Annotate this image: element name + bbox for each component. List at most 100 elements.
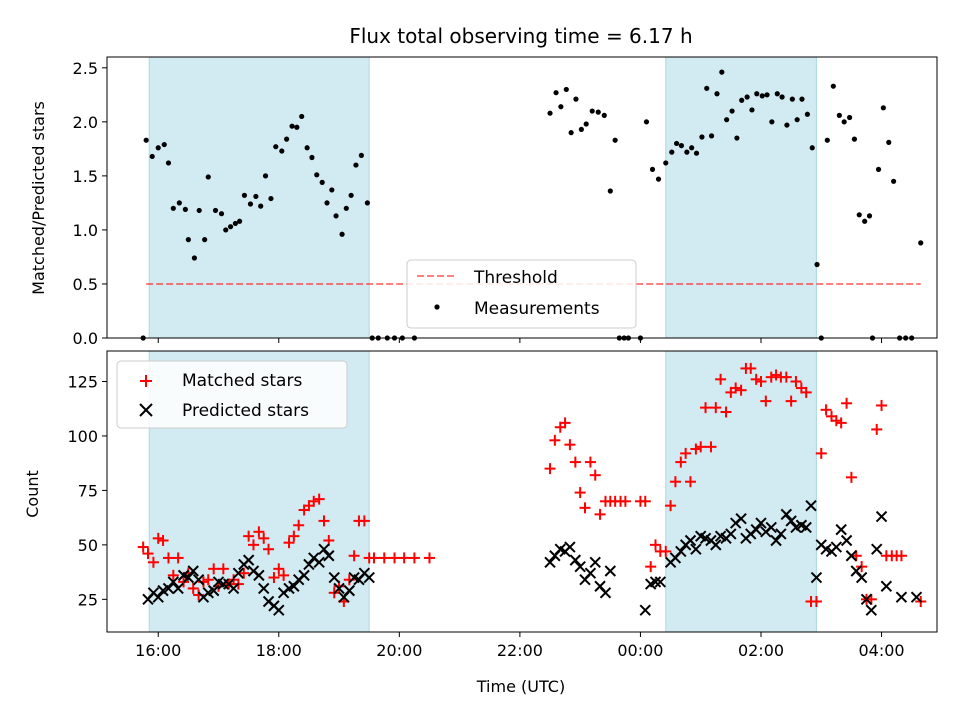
x-tick-label: 22:00 [497, 641, 543, 660]
bottom-axes-frame [106, 350, 938, 633]
predicted-star-point [690, 543, 702, 555]
matched-star-point [253, 526, 265, 538]
bottom-legend: Matched stars Predicted stars [116, 360, 348, 429]
matched-star-point [549, 434, 561, 446]
predicted-star-point [785, 515, 797, 527]
measurement-point [364, 200, 370, 206]
measurement-point [749, 107, 755, 113]
bottom-legend-box [116, 360, 348, 429]
top-y-axis-label: Matched/Predicted stars [29, 101, 48, 295]
matched-star-point [278, 569, 290, 581]
predicted-star-point [735, 513, 747, 525]
measurement-point [583, 121, 589, 127]
predicted-star-point [684, 534, 697, 547]
matched-star-point [187, 582, 199, 594]
measurement-point [563, 86, 569, 93]
matched-star-point [800, 386, 812, 398]
predicted-star-point [604, 565, 617, 577]
measurement-point [754, 91, 760, 97]
measurement-point [268, 195, 274, 202]
matched-star-point [142, 548, 154, 560]
matched-star-point [785, 395, 797, 407]
matched-star-point [368, 552, 380, 564]
matched-star-point [389, 552, 401, 564]
predicted-star-point [805, 499, 817, 512]
matched-star-point [639, 495, 651, 507]
observing-interval-1 [665, 56, 817, 339]
measurement-point [573, 96, 579, 102]
measurement-point [589, 108, 595, 114]
measurement-point [804, 111, 811, 117]
measurement-point [547, 110, 553, 116]
legend-predicted-swatch [139, 403, 153, 417]
matched-star-point [841, 397, 853, 409]
predicted-star-point [253, 569, 265, 582]
matched-star-point [669, 476, 681, 488]
measurement-point [789, 96, 795, 102]
predicted-star-point [303, 558, 315, 571]
measurement-point [693, 150, 700, 156]
predicted-star-point [574, 560, 586, 573]
measurement-point [149, 153, 155, 160]
matched-star-point [594, 508, 606, 520]
predicted-star-point [258, 582, 270, 595]
predicted-star-point [755, 517, 767, 529]
measurement-point [319, 179, 325, 185]
measurement-point [607, 188, 613, 194]
measurement-point [824, 137, 830, 143]
measurement-point [258, 203, 264, 209]
top-y-tick-label: 1.0 [73, 221, 98, 240]
predicted-star-point [187, 565, 199, 577]
measurement-point [655, 176, 662, 182]
predicted-star-point [333, 582, 345, 595]
top-legend: Threshold Measurements [406, 259, 637, 329]
measurement-point [329, 187, 335, 193]
predicted-star-point [675, 545, 687, 558]
predicted-star-point [323, 550, 335, 562]
matched-star-point [660, 545, 672, 557]
matched-star-point [815, 447, 827, 459]
predicted-stars-points [142, 499, 923, 616]
measurement-point [674, 140, 680, 147]
measurement-point [165, 160, 172, 166]
measurement-point [223, 227, 229, 233]
matched-star-point [308, 495, 320, 507]
predicted-star-point [227, 582, 240, 595]
matched-star-point [755, 375, 767, 387]
predicted-star-point [770, 534, 782, 547]
matched-star-point [167, 569, 179, 581]
matched-star-point [810, 596, 822, 608]
matched-star-point [715, 373, 727, 385]
chart-title: Flux total observing time = 6.17 h [349, 24, 692, 48]
matched-star-point [750, 373, 762, 385]
matched-star-point [735, 384, 747, 396]
measurement-point [612, 137, 618, 143]
predicted-star-point [273, 604, 285, 616]
measurement-point [729, 108, 735, 114]
legend-measurements-label: Measurements [474, 299, 600, 319]
matched-star-point [690, 443, 702, 455]
matched-star-point [720, 406, 732, 418]
measurement-point [595, 109, 601, 115]
measurement-point [918, 240, 924, 246]
measurement-point [719, 69, 725, 75]
measurement-point [212, 207, 219, 214]
matched-star-point [780, 371, 792, 383]
matched-star-point [238, 567, 250, 579]
matched-star-point [695, 441, 707, 453]
measurement-point [232, 220, 238, 227]
matched-star-point [288, 530, 300, 542]
measurement-point [689, 145, 695, 151]
legend-matched-label: Matched stars [182, 371, 302, 391]
x-axis-label: Time (UTC) [476, 677, 565, 696]
predicted-star-point [810, 571, 823, 584]
matched-star-point [243, 530, 255, 542]
matched-star-point [172, 552, 184, 564]
predicted-star-point [192, 574, 205, 586]
matched-star-point [765, 371, 777, 383]
measurement-point [649, 166, 656, 172]
matched-star-point [650, 539, 662, 551]
legend-matched-swatch [140, 375, 152, 387]
top-y-tick-label: 0.5 [73, 275, 98, 294]
